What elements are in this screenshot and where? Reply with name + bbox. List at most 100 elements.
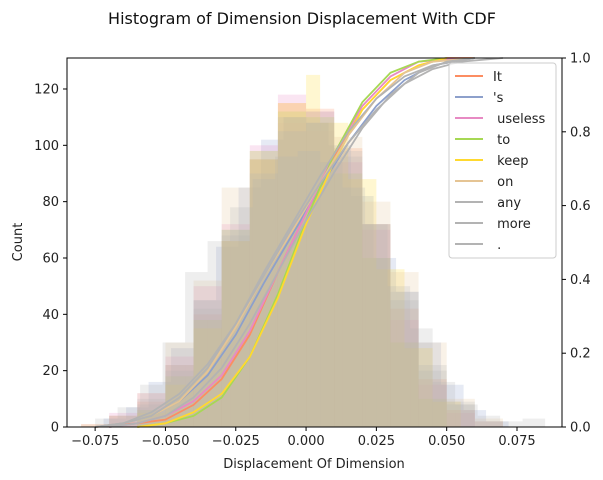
hist-bar-8-13: [387, 286, 411, 427]
hist-bar-6-13: [474, 421, 503, 427]
y-tick-label-6: 120: [34, 82, 59, 97]
hist-bar-6-8: [334, 150, 363, 427]
hist-bar-6-11: [418, 370, 447, 427]
legend-label-8: .: [493, 238, 501, 253]
hist-bar-0-9: [334, 148, 363, 427]
hist-bar-6-9: [362, 224, 391, 427]
hist-bar-6-10: [390, 300, 419, 427]
hist-bar-1-17: [486, 421, 509, 427]
hist-bar-7-9: [390, 291, 419, 427]
hist-bar-5-14: [474, 418, 503, 427]
hist-bar-4-10: [404, 348, 433, 427]
hist-bar-0-10: [362, 224, 391, 427]
hist-bar-8-12: [365, 224, 388, 427]
cdf-line-6: [95, 57, 475, 428]
y2-tick-label-1: 0.2: [570, 347, 591, 362]
x-tick-label-3: 0.000: [287, 434, 324, 449]
hist-bar-1-16: [463, 410, 487, 427]
hist-bar-8-10: [320, 162, 343, 427]
x-axis-label: Displacement Of Dimension: [223, 457, 405, 472]
hist-bar-8-5: [207, 241, 231, 427]
y-tick-label-4: 80: [42, 195, 59, 210]
y2-tick-label-4: 0.8: [570, 125, 591, 140]
hist-bar-8-17: [477, 415, 501, 427]
x-axis-ticks: −0.075 −0.050 −0.025 0.000 0.025 0.050 0.075: [71, 427, 536, 449]
hist-bar-0-11: [390, 308, 419, 427]
hist-bar-0-12: [418, 379, 447, 427]
histogram-bars: [81, 74, 546, 428]
hist-bar-6-6: [277, 117, 307, 428]
hist-bar-6-0: [109, 415, 138, 427]
hist-bar-3-7: [334, 173, 363, 427]
y2-tick-label-2: 0.4: [570, 273, 591, 288]
cdf-line-7: [109, 57, 475, 428]
y2-tick-label-0: 0.0: [570, 421, 591, 436]
y-axis-ticks: 0 20 40 60 80 100 120: [34, 82, 67, 436]
hist-bar-5-13: [446, 398, 475, 427]
hist-bar-4-6: [306, 74, 321, 428]
x-tick-label-4: 0.025: [358, 434, 395, 449]
hist-bar-1-11: [351, 196, 374, 427]
legend: It 's useless to keep on any more .: [448, 62, 557, 259]
y-axis-label: Count: [11, 223, 26, 262]
hist-bar-6-12: [446, 404, 475, 427]
hist-bar-2-5: [249, 145, 278, 427]
hist-bar-3-9: [390, 342, 419, 427]
y-tick-label-2: 40: [42, 308, 59, 323]
hist-bar-5-10: [362, 201, 391, 427]
legend-box: [448, 62, 557, 259]
legend-label-7: more: [493, 217, 531, 232]
hist-bar-3-5: [277, 111, 307, 428]
hist-bar-4-11: [432, 401, 461, 427]
hist-bar-1-14: [418, 342, 442, 427]
cdf-line-4: [137, 57, 447, 428]
hist-bar-8-18: [500, 421, 523, 427]
legend-label-2: useless: [493, 112, 546, 127]
x-tick-label-0: −0.075: [71, 434, 119, 449]
y-tick-label-1: 20: [42, 364, 59, 379]
hist-bar-5-7: [277, 122, 307, 427]
axes: [66, 57, 563, 428]
x-tick-label-6: 0.075: [498, 434, 535, 449]
cdf-line-3: [137, 57, 447, 428]
cdf-lines: [95, 57, 504, 428]
hist-bar-0-14: [474, 421, 503, 427]
legend-label-3: to: [493, 133, 510, 148]
hist-bar-4-9: [376, 269, 405, 427]
hist-bar-5-9: [334, 136, 363, 427]
y2-tick-label-5: 1.0: [570, 52, 591, 67]
hist-bar-1-0: [103, 418, 127, 427]
legend-label-1: 's: [493, 91, 504, 106]
legend-label-5: on: [493, 175, 513, 190]
hist-bar-4-8: [348, 179, 377, 427]
hist-bar-7-5: [277, 131, 307, 428]
hist-bar-7-8: [362, 224, 391, 427]
hist-bar-8-0: [95, 418, 118, 427]
hist-bar-1-10: [328, 145, 352, 427]
hist-bar-8-11: [342, 187, 366, 427]
hist-bar-2-10: [390, 319, 419, 427]
hist-bar-8-14: [410, 328, 433, 427]
hist-bar-7-10: [418, 365, 447, 427]
hist-bar-0-13: [446, 410, 475, 427]
hist-bar-8-1: [117, 407, 141, 427]
legend-label-6: any: [493, 196, 521, 211]
chart-title: Histogram of Dimension Displacement With…: [108, 9, 496, 28]
hist-bar-3-8: [362, 257, 391, 427]
hist-bar-2-11: [418, 384, 447, 427]
x-tick-label-1: −0.050: [141, 434, 189, 449]
hist-bar-5-11: [390, 272, 419, 427]
hist-bar-8-2: [140, 384, 163, 427]
hist-bar-1-12: [373, 257, 397, 427]
cdf-line-8: [95, 57, 504, 428]
y-tick-label-3: 60: [42, 251, 59, 266]
y-tick-label-5: 100: [34, 139, 59, 154]
hist-bar-1-15: [441, 384, 464, 427]
hist-bar-2-12: [446, 412, 475, 427]
y-tick-label-0: 0: [51, 421, 59, 436]
hist-bar-7-7: [334, 156, 363, 427]
hist-bar-7-11: [446, 401, 475, 427]
x-tick-label-5: 0.050: [428, 434, 465, 449]
hist-bar-1-8: [283, 117, 307, 428]
